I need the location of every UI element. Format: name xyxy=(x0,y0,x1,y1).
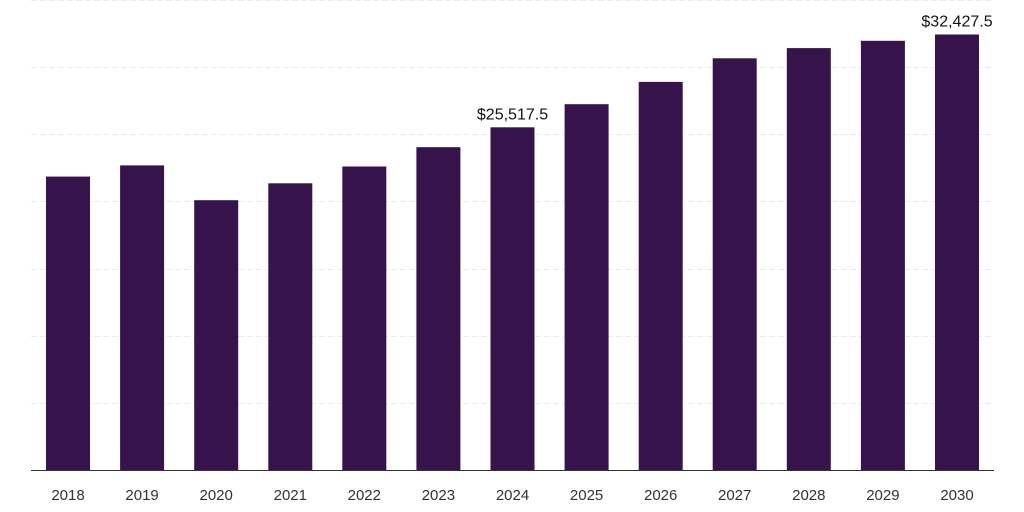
x-tick-label-2025: 2025 xyxy=(570,487,603,504)
x-tick-label-2019: 2019 xyxy=(125,487,158,504)
bar-2022 xyxy=(342,166,387,470)
x-tick-label-2018: 2018 xyxy=(51,487,84,504)
x-tick-label-2023: 2023 xyxy=(422,487,455,504)
x-tick-label-2029: 2029 xyxy=(866,487,899,504)
x-tick-label-2024: 2024 xyxy=(496,487,529,504)
bar-2028 xyxy=(786,48,831,470)
x-tick-label-2022: 2022 xyxy=(348,487,381,504)
x-tick-label-2021: 2021 xyxy=(274,487,307,504)
data-label-2030: $32,427.5 xyxy=(921,14,992,31)
bar-2029 xyxy=(860,40,905,471)
x-tick-label-2027: 2027 xyxy=(718,487,751,504)
bar-2019 xyxy=(120,165,165,470)
data-labels: $25,517.5 $32,427.5 xyxy=(477,14,993,124)
bar-2024 xyxy=(490,127,535,471)
bar-2026 xyxy=(638,81,683,471)
bar-2021 xyxy=(268,183,313,471)
x-tick-label-2028: 2028 xyxy=(792,487,825,504)
bar-2018 xyxy=(46,176,90,470)
bar-2027 xyxy=(712,58,757,471)
bar-2023 xyxy=(416,147,461,470)
bars xyxy=(46,34,979,471)
bar-2030 xyxy=(935,34,979,470)
x-tick-label-2030: 2030 xyxy=(940,487,973,504)
x-tick-label-2020: 2020 xyxy=(200,487,233,504)
bar-2020 xyxy=(194,200,239,470)
x-tick-labels: 2018 2019 2020 2021 2022 2023 2024 2025 2026 2027… xyxy=(51,487,973,504)
bar-2025 xyxy=(564,104,609,470)
data-label-2024: $25,517.5 xyxy=(477,106,548,123)
x-tick-label-2026: 2026 xyxy=(644,487,677,504)
